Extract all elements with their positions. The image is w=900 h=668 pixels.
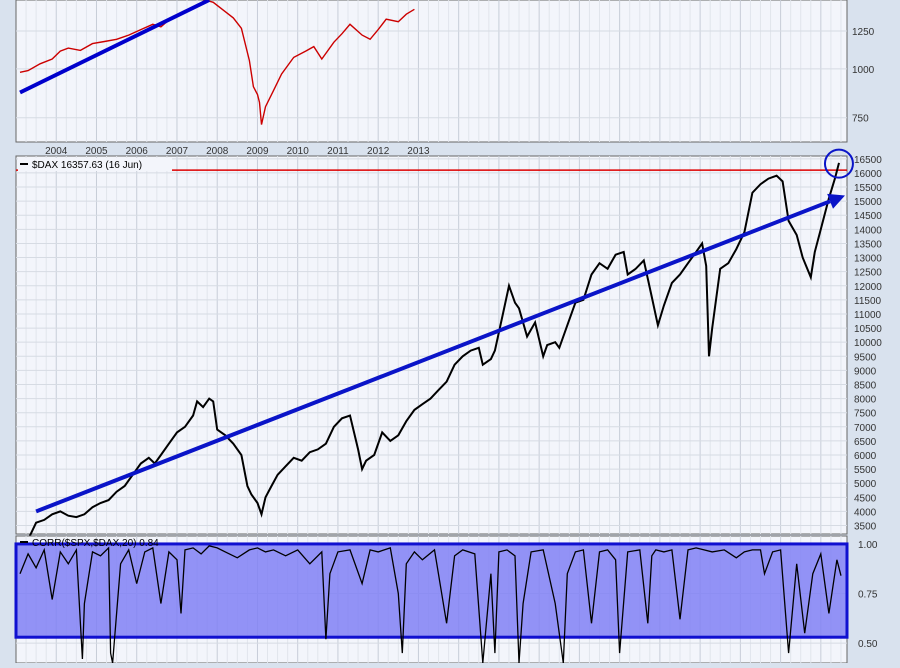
corr-line (19, 545, 842, 664)
dax-y-tick-label: 7000 (854, 423, 877, 434)
spx-y-tick-label: 1000 (852, 65, 875, 76)
spx-x-tick-label: 2004 (45, 146, 68, 157)
spx-x-tick-label: 2011 (327, 146, 349, 157)
dax-trendline (35, 199, 831, 514)
dax-price-line (19, 162, 840, 544)
dax-y-tick-label: 14000 (854, 225, 882, 236)
dax-y-tick-label: 6000 (854, 451, 877, 462)
dax-y-tick-label: 4500 (854, 493, 877, 504)
spx-x-tick-label: 2005 (85, 146, 108, 157)
dax-trendline-arrowhead (827, 193, 845, 209)
dax-y-tick-label: 7500 (854, 409, 877, 420)
dax-y-tick-label: 9500 (854, 352, 877, 363)
dax-y-tick-label: 12000 (854, 282, 882, 293)
spx-x-tick-label: 2013 (407, 146, 430, 157)
dax-y-tick-label: 15000 (854, 197, 882, 208)
dax-y-tick-label: 13000 (854, 254, 882, 265)
dax-y-tick-label: 5500 (854, 465, 877, 476)
spx-y-tick-label: 750 (852, 114, 869, 125)
dax-y-tick-label: 5000 (854, 479, 877, 490)
spx-x-tick-label: 2012 (367, 146, 390, 157)
spx-x-tick-label: 2008 (206, 146, 229, 157)
spx-y-tick-label: 1250 (852, 27, 875, 38)
corr-y-tick-label: 0.50 (858, 639, 878, 650)
spx-x-tick-label: 2006 (126, 146, 149, 157)
corr-y-tick-label: 1.00 (858, 540, 878, 551)
dax-y-tick-label: 3500 (854, 522, 877, 533)
dax-highlight-circle (823, 148, 854, 179)
spx-x-tick-label: 2010 (287, 146, 310, 157)
dax-y-tick-label: 12500 (854, 268, 882, 279)
dax-y-tick-label: 9000 (854, 366, 877, 377)
corr-highlight-band (14, 542, 849, 639)
dax-y-tick-label: 10000 (854, 338, 882, 349)
dax-y-tick-label: 16000 (854, 169, 882, 180)
spx-x-tick-label: 2007 (166, 146, 189, 157)
dax-y-tick-label: 10500 (854, 324, 882, 335)
dax-panel-background (15, 155, 848, 535)
spx-panel-background (15, 0, 848, 143)
spx-trendline (19, 0, 211, 95)
spx-x-tick-label: 2009 (246, 146, 269, 157)
dax-y-tick-label: 11000 (854, 310, 882, 321)
dax-label: $DAX 16357.63 (16 Jun) (32, 160, 142, 171)
dax-y-tick-label: 11500 (854, 296, 882, 307)
dax-y-tick-label: 8000 (854, 395, 877, 406)
spx-price-line (19, 0, 415, 125)
corr-y-tick-label: 0.75 (858, 590, 878, 601)
dax-y-tick-label: 8500 (854, 380, 877, 391)
dax-label-background (18, 158, 172, 171)
dax-y-tick-label: 16500 (854, 155, 882, 166)
dax-y-tick-label: 15500 (854, 183, 882, 194)
corr-label: CORR($SPX,$DAX,20) 0.84 (32, 538, 159, 549)
dax-y-tick-label: 4000 (854, 507, 877, 518)
dax-y-tick-label: 6500 (854, 437, 877, 448)
dax-y-tick-label: 14500 (854, 211, 882, 222)
dax-y-tick-label: 13500 (854, 239, 882, 250)
